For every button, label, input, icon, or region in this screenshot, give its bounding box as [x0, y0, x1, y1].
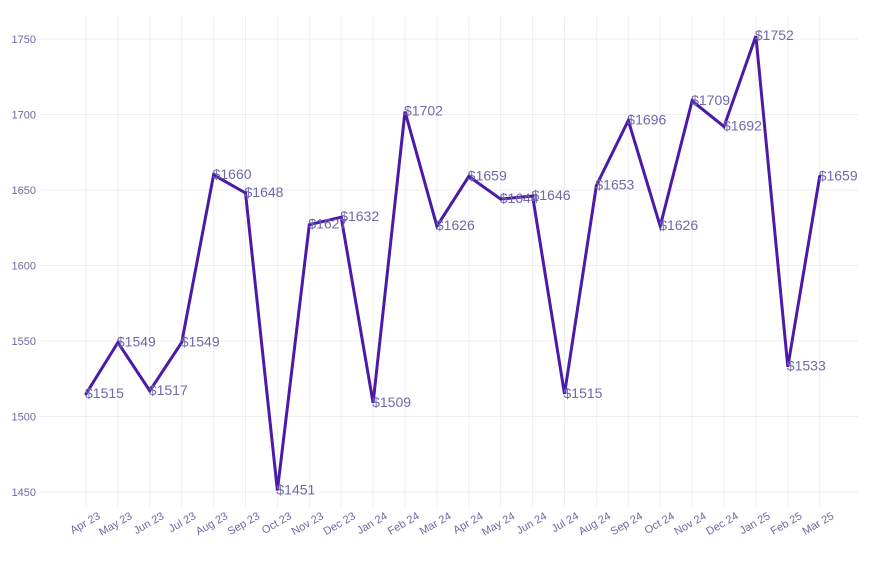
data-label: $1509: [372, 394, 411, 410]
x-tick-label: Feb 24: [386, 510, 422, 538]
data-label: $1644: [500, 190, 539, 206]
y-tick-label: 1450: [12, 487, 36, 499]
data-label: $1696: [627, 112, 666, 128]
y-tick-label: 1650: [12, 185, 36, 197]
data-label: $1648: [245, 184, 284, 200]
x-tick-label: Apr 23: [68, 510, 102, 537]
y-tick-label: 1550: [12, 336, 36, 348]
x-tick-label: Sep 23: [226, 510, 262, 538]
data-label: $1549: [181, 334, 220, 350]
series-line: [84, 35, 822, 491]
x-tick-label: Nov 23: [290, 510, 326, 538]
data-label: $1702: [404, 102, 443, 118]
y-tick-label: 1700: [12, 110, 36, 122]
series-lines: [84, 35, 822, 491]
x-tick-label: Jul 23: [167, 510, 198, 535]
data-label: $1653: [595, 176, 634, 192]
data-label: $1515: [564, 385, 603, 401]
data-label: $1626: [659, 217, 698, 233]
data-label: $1549: [117, 334, 156, 350]
x-tick-label: Sep 24: [609, 510, 645, 538]
data-label: $1659: [468, 167, 507, 183]
data-label: $1517: [149, 382, 188, 398]
data-label: $1752: [755, 27, 794, 43]
x-tick-label: Dec 24: [704, 510, 740, 538]
x-tick-label: Jun 23: [132, 510, 167, 537]
x-tick-label: May 24: [480, 510, 517, 538]
data-label: $1626: [436, 217, 475, 233]
x-tick-label: Oct 24: [643, 510, 677, 537]
grid: [40, 16, 858, 508]
data-label: $1515: [85, 385, 124, 401]
data-label: $1451: [276, 481, 315, 497]
x-tick-label: Aug 24: [577, 510, 613, 538]
x-tick-label: Jan 25: [738, 510, 773, 537]
y-tick-label: 1500: [12, 412, 36, 424]
x-tick-label: Feb 25: [769, 510, 805, 538]
data-labels: $1515 $1549 $1517 $1549 $1660 $1648 $1451 $1627…: [85, 27, 858, 498]
x-tick-label: Jan 24: [355, 510, 390, 537]
x-tick-label: Mar 25: [801, 510, 837, 538]
y-axis-ticks: 1450 1500 1550 1600 1650 1700 1750: [12, 34, 36, 499]
data-label: $1646: [532, 187, 571, 203]
y-tick-label: 1600: [12, 261, 36, 273]
data-label: $1692: [723, 118, 762, 134]
x-tick-label: Apr 24: [451, 510, 485, 537]
data-label: $1660: [213, 166, 252, 182]
y-tick-label: 1750: [12, 34, 36, 46]
x-tick-label: Jun 24: [514, 510, 549, 537]
x-tick-label: Oct 23: [260, 510, 294, 537]
x-tick-label: Nov 24: [672, 510, 708, 538]
data-label: $1709: [691, 92, 730, 108]
x-tick-label: Aug 23: [194, 510, 230, 538]
x-tick-label: May 23: [97, 510, 134, 538]
data-label: $1627: [308, 216, 347, 232]
x-tick-label: Dec 23: [322, 510, 358, 538]
x-tick-label: Mar 24: [418, 510, 454, 538]
data-label: $1533: [787, 358, 826, 374]
data-label: $1659: [819, 167, 858, 183]
data-label: $1632: [340, 208, 379, 224]
x-tick-label: Jul 24: [550, 510, 581, 535]
